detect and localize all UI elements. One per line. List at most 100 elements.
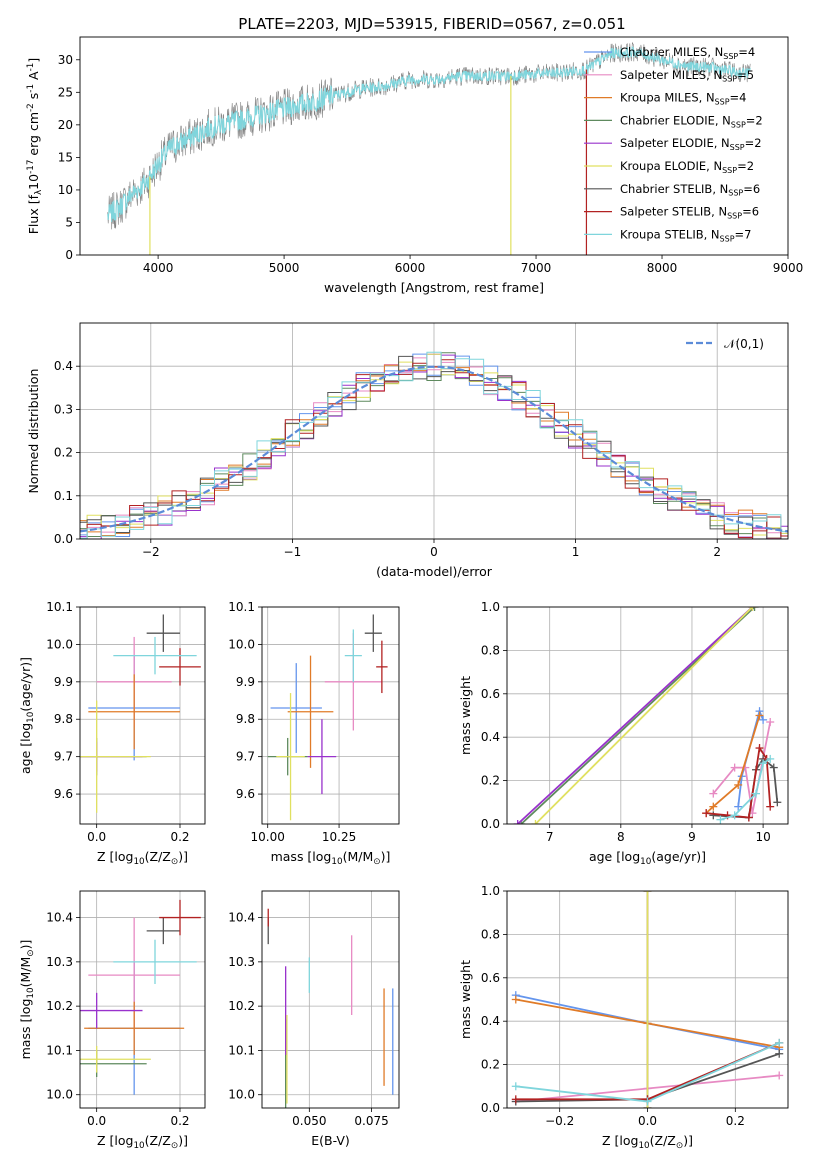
x-tick-label: 0.0 xyxy=(638,1114,657,1128)
text-span: Salpeter ELODIE, N xyxy=(620,136,730,150)
text-span: s xyxy=(26,93,41,104)
x-axis-label: Z [log10(Z/Z⊙)] xyxy=(602,1133,693,1151)
plot-area xyxy=(513,607,782,824)
text-span: Flux [f xyxy=(26,194,41,234)
y-tick-label: 10.1 xyxy=(46,600,73,614)
axes-frame xyxy=(261,890,400,1109)
text-span: (Z/Z xyxy=(145,1133,171,1148)
legend-label: Chabrier ELODIE, NSSP=2 xyxy=(620,113,763,129)
plot-area xyxy=(80,351,788,539)
text-span: (Z/Z xyxy=(650,1133,676,1148)
x-tick-label: 5000 xyxy=(269,261,300,275)
y-tick-label: 0.1 xyxy=(54,489,73,503)
axes-mass-vs-ebv: 0.050 0.075 10.0 10.1 10.2 10.3 10.4 E(B-V) xyxy=(228,890,400,1148)
text-span: ⊙ xyxy=(373,857,380,867)
text-span: mass weight xyxy=(458,676,473,755)
y-tick-label: 9.9 xyxy=(236,675,255,689)
legend-label: Kroupa MILES, NSSP=4 xyxy=(620,91,746,107)
legend-label: Chabrier MILES, NSSP=4 xyxy=(620,45,755,61)
text-span: (M/M xyxy=(18,957,33,988)
axes-frame xyxy=(79,322,789,540)
x-tick-label: 4000 xyxy=(143,261,174,275)
text-span: SSP xyxy=(722,166,737,175)
y-tick-label: 10.1 xyxy=(228,600,255,614)
text-span: 10 xyxy=(26,987,36,999)
text-span: Chabrier MILES, N xyxy=(620,45,723,59)
text-span: =2 xyxy=(745,136,762,150)
text-span: 10 xyxy=(133,1141,145,1151)
x-tick-label: 7 xyxy=(546,830,554,844)
histogram-step xyxy=(80,355,788,539)
y-tick-label: 0.0 xyxy=(54,532,73,546)
axes-residuals: −2 −1 0 1 2 0.0 0.1 0.2 0.3 0.4 (data-model)/error… xyxy=(26,322,789,579)
text-span: Salpeter MILES, N xyxy=(620,68,722,82)
y-tick-label: 9.8 xyxy=(54,712,73,726)
x-axis-label: (data-model)/error xyxy=(376,564,493,579)
weight-line xyxy=(705,715,761,814)
y-tick-label: 10.0 xyxy=(46,637,73,651)
y-axis-label: Normed distribution xyxy=(26,369,41,494)
text-span: (age/yr)] xyxy=(651,849,706,864)
text-span: 10 xyxy=(26,174,41,190)
axes-spectrum: 4000 5000 6000 7000 8000 9000 0 5 10 15 20 25 30 wave… xyxy=(26,36,804,295)
x-tick-label: 8000 xyxy=(647,261,678,275)
y-tick-label: 0.4 xyxy=(54,359,73,373)
plot-area xyxy=(80,899,201,1095)
text-span: SSP xyxy=(722,75,737,84)
text-span: 10 xyxy=(331,857,343,867)
text-span: 10 xyxy=(640,857,652,867)
y-tick-label: 10.3 xyxy=(228,955,255,969)
y-tick-label: 9.8 xyxy=(236,712,255,726)
y-tick-label: 0.0 xyxy=(481,1101,500,1115)
x-tick-label: 9 xyxy=(688,830,696,844)
y-tick-label: 9.6 xyxy=(236,787,255,801)
axes-age-vs-Z: 0.0 0.29.69.79.89.910.010.1Z [log10(Z/Z⊙)… xyxy=(18,600,206,867)
plot-area xyxy=(267,614,388,821)
y-tick-label: 10.4 xyxy=(46,911,73,925)
text-span: )] xyxy=(381,849,391,864)
x-tick-label: 6000 xyxy=(395,261,426,275)
text-span: =6 xyxy=(742,205,759,219)
y-tick-label: 10.2 xyxy=(46,999,73,1013)
x-tick-label: 10.25 xyxy=(322,830,356,844)
x-tick-label: −2 xyxy=(142,545,160,559)
x-tick-label: 0.050 xyxy=(292,1114,326,1128)
text-span: SSP xyxy=(728,189,743,198)
figure-title: PLATE=2203, MJD=53915, FIBERID=0567, z=0… xyxy=(238,15,625,33)
y-tick-label: 0.0 xyxy=(481,817,500,831)
x-tick-label: 0 xyxy=(430,545,438,559)
legend-label: Kroupa ELODIE, NSSP=2 xyxy=(620,159,754,175)
axes-frame xyxy=(79,606,206,825)
axes-frame xyxy=(506,606,789,825)
text-span: 10 xyxy=(638,1141,650,1151)
text-span: SSP xyxy=(727,212,742,221)
axes-mass-weight-vs-Z: −0.2 0.0 0.2 0.0 0.2 0.4 0.6 0.8 1.0 Z [log10(Z/Z… xyxy=(458,884,789,1151)
y-tick-label: 25 xyxy=(58,85,73,99)
text-span: Chabrier STELIB, N xyxy=(620,182,728,196)
x-tick-label: 10.00 xyxy=(251,830,285,844)
plot-area xyxy=(80,614,201,813)
x-tick-label: 0.075 xyxy=(354,1114,388,1128)
y-tick-label: 15 xyxy=(58,150,73,164)
x-tick-label: 7000 xyxy=(521,261,552,275)
text-span: )] xyxy=(178,1133,188,1148)
text-span: mass [log xyxy=(271,849,332,864)
axes-layer: 4000 5000 6000 7000 8000 9000051015202530wave… xyxy=(18,36,804,1151)
weight-line xyxy=(517,607,754,824)
histogram-step xyxy=(80,351,788,539)
plot-area xyxy=(267,908,394,1108)
y-tick-label: 10.4 xyxy=(228,911,255,925)
axes-frame xyxy=(79,890,206,1109)
text-span: -1 xyxy=(26,84,36,93)
x-axis-label: age [log10(age/yr)] xyxy=(589,849,706,867)
y-tick-label: 0.6 xyxy=(481,971,500,985)
text-span: λ xyxy=(34,190,44,195)
histogram-step xyxy=(80,353,788,539)
x-axis-label: Z [log10(Z/Z⊙)] xyxy=(97,849,188,867)
text-span: =7 xyxy=(735,227,752,241)
x-tick-label: 9000 xyxy=(773,261,804,275)
legend-label: Salpeter ELODIE, NSSP=2 xyxy=(620,136,762,152)
text-span: ⊙ xyxy=(171,1141,178,1151)
y-tick-label: 0.8 xyxy=(481,643,500,657)
y-tick-label: 0.3 xyxy=(54,402,73,416)
